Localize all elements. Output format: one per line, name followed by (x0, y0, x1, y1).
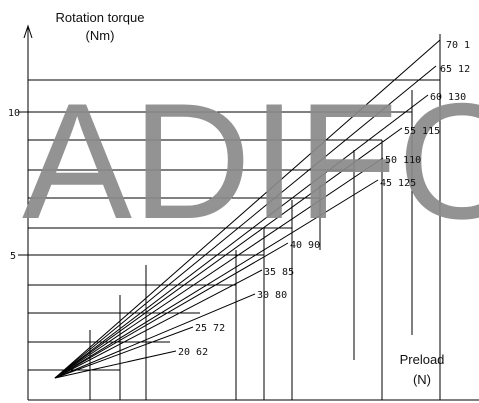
curve-label: 50 110 (385, 155, 421, 166)
curve-label: 20 62 (178, 347, 208, 358)
y-title: (Nm) (86, 28, 115, 43)
curve-label: 35 85 (264, 267, 294, 278)
curve-label: 30 80 (257, 290, 287, 301)
y-tick-label: 10 (8, 108, 20, 119)
curve (54, 157, 384, 379)
grid (18, 24, 479, 401)
x-title: Preload (400, 352, 445, 367)
curve (54, 127, 403, 379)
curve (54, 94, 429, 379)
curve (54, 39, 441, 379)
curve-label: 60 130 (430, 92, 466, 103)
curve-label: 70 1 (446, 40, 470, 51)
curve (54, 326, 194, 379)
x-title: (N) (413, 372, 431, 387)
curve-label: 40 90 (290, 240, 320, 251)
y-title: Rotation torque (56, 10, 145, 25)
curve (54, 269, 263, 379)
curve-label: 25 72 (195, 323, 225, 334)
curve (54, 65, 437, 379)
y-tick-label: 5 (10, 251, 16, 262)
curve (54, 350, 177, 379)
curve (54, 293, 256, 379)
curve-label: 55 115 (404, 126, 440, 137)
curve-label: 45 125 (380, 178, 416, 189)
curve-label: 65 12 (440, 64, 470, 75)
watermark: ADIFO (22, 69, 479, 253)
curve (54, 179, 379, 379)
y-axis-arrow (23, 24, 33, 39)
curve (54, 242, 289, 379)
